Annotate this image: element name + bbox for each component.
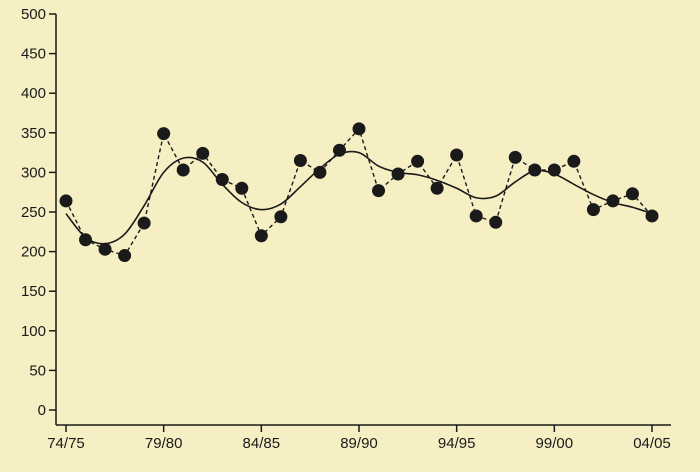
- series-layer: [59, 122, 659, 263]
- data-point: [235, 181, 249, 195]
- data-point: [118, 249, 132, 263]
- data-point: [391, 167, 405, 181]
- data-point: [293, 154, 307, 168]
- data-point: [196, 146, 210, 160]
- y-tick-label: 200: [21, 244, 46, 261]
- x-tick-label: 94/95: [438, 435, 476, 452]
- data-point: [469, 209, 483, 223]
- observed-dashed-line: [65, 127, 653, 257]
- y-tick-label: 450: [21, 46, 46, 63]
- y-tick-label: 350: [21, 125, 46, 142]
- data-point: [430, 181, 444, 195]
- data-point: [176, 163, 190, 177]
- x-tick-label: 89/90: [340, 435, 378, 452]
- data-point: [352, 122, 366, 136]
- data-point: [567, 154, 581, 168]
- data-point: [157, 127, 171, 141]
- data-point: [606, 194, 620, 208]
- data-point: [332, 143, 346, 157]
- data-point: [274, 210, 288, 224]
- data-point: [508, 150, 522, 164]
- data-point: [137, 216, 151, 230]
- y-tick-label: 400: [21, 85, 46, 102]
- y-tick-label: 250: [21, 204, 46, 221]
- data-point: [528, 163, 542, 177]
- x-tick-label: 04/05: [633, 435, 671, 452]
- y-tick-label: 100: [21, 323, 46, 340]
- data-point: [411, 154, 425, 168]
- data-point: [372, 184, 386, 198]
- data-point: [645, 209, 659, 223]
- x-tick-label: 79/80: [145, 435, 183, 452]
- data-point: [254, 229, 268, 243]
- y-tick-label: 150: [21, 283, 46, 300]
- data-point: [547, 163, 561, 177]
- y-ticks: 0 50 100 150 200 250 300 350 400 450 500: [21, 6, 56, 419]
- data-point: [489, 215, 503, 229]
- data-point: [98, 242, 112, 256]
- x-tick-label: 74/75: [47, 435, 85, 452]
- data-point: [450, 148, 464, 162]
- axes: [55, 14, 671, 426]
- x-tick-label: 99/00: [536, 435, 574, 452]
- x-tick-label: 84/85: [243, 435, 281, 452]
- y-tick-label: 0: [38, 402, 46, 419]
- y-tick-label: 500: [21, 6, 46, 23]
- data-point: [625, 187, 639, 201]
- y-tick-label: 50: [29, 362, 46, 379]
- data-point: [215, 173, 229, 187]
- data-point: [79, 233, 93, 247]
- data-point: [313, 165, 327, 179]
- data-point: [586, 203, 600, 217]
- data-point: [59, 194, 73, 208]
- x-ticks: 74/75 79/80 84/85 89/90 94/95 99/00 04/05: [47, 425, 671, 452]
- y-tick-label: 300: [21, 164, 46, 181]
